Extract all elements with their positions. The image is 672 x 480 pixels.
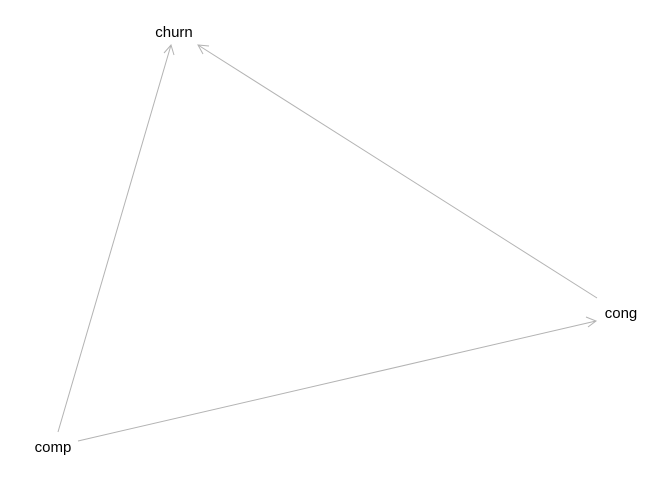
node-label-comp: comp xyxy=(35,439,72,456)
node-label-churn: churn xyxy=(155,24,193,41)
edge-comp-to-churn xyxy=(57,43,175,433)
edge-comp-to-cong xyxy=(77,316,598,442)
node-label-cong: cong xyxy=(605,305,638,322)
edge-cong-to-churn xyxy=(197,44,598,299)
